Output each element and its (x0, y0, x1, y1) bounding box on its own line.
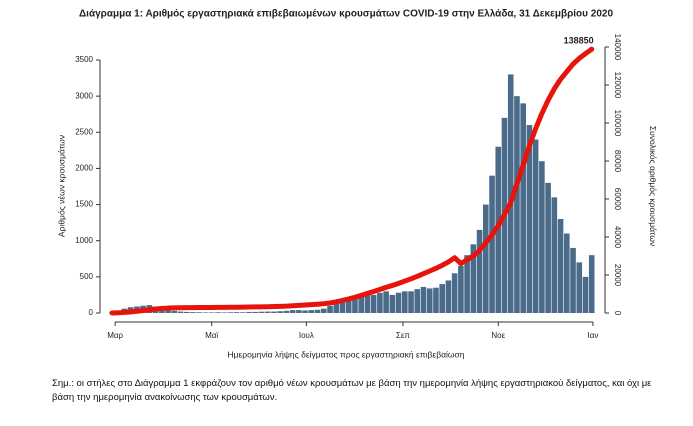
x-axis-label: Ημερομηνία λήψης δείγματος προς εργαστηρ… (227, 349, 464, 359)
bar (171, 310, 178, 313)
bar (532, 139, 539, 313)
bar (233, 312, 240, 313)
bar (283, 310, 290, 313)
bar (439, 284, 445, 313)
y-tick-label: 500 (80, 272, 94, 281)
y-tick-label: 3000 (75, 91, 93, 100)
bar (570, 247, 576, 313)
bar (196, 312, 203, 313)
bar (402, 291, 408, 313)
bar (339, 299, 346, 313)
y2-tick-label: 80000 (613, 150, 622, 173)
bar (289, 310, 296, 313)
bar (539, 161, 545, 313)
y2-axis-label: Συνολικός αριθμός κρουσμάτων (648, 126, 658, 246)
bar (302, 310, 308, 313)
bar (582, 276, 589, 313)
bar (526, 125, 533, 313)
bar (414, 289, 421, 313)
bar (345, 298, 352, 313)
bar (588, 255, 595, 313)
bar (321, 308, 327, 313)
x-tick-label: Μαρ (107, 331, 123, 340)
bar (221, 312, 227, 313)
bar (227, 312, 234, 313)
bar (364, 293, 371, 313)
bar (520, 103, 526, 313)
bar (308, 310, 315, 313)
bar (563, 233, 570, 313)
x-tick-label: Μαϊ (205, 331, 218, 340)
bar (277, 311, 284, 313)
y-tick-label: 0 (89, 308, 94, 317)
bar (252, 311, 259, 313)
bar (333, 302, 340, 313)
bar (464, 255, 470, 313)
y-tick-label: 1000 (75, 236, 93, 245)
bar (445, 280, 452, 313)
bar (264, 311, 271, 313)
bar (383, 291, 389, 313)
bar (433, 287, 439, 313)
y2-tick-label: 20000 (613, 264, 622, 287)
y2-tick-label: 140000 (613, 34, 622, 61)
y-tick-label: 2500 (75, 127, 93, 136)
bar (545, 182, 551, 313)
bar (177, 311, 184, 313)
bar (451, 273, 458, 313)
y-tick-label: 3500 (75, 55, 93, 64)
bar (470, 244, 477, 313)
bar (246, 311, 252, 313)
bar (426, 288, 433, 313)
x-tick-label: Σεπ (396, 331, 411, 340)
y2-tick-label: 0 (613, 311, 622, 316)
bar (352, 296, 358, 313)
bar (408, 291, 414, 313)
bar (476, 229, 483, 313)
cumulative-line (109, 46, 595, 316)
bar (482, 204, 489, 313)
y-tick-label: 2000 (75, 164, 93, 173)
x-tick-label: Ιαν (588, 331, 599, 340)
bar (458, 266, 464, 313)
bar (271, 311, 277, 313)
y2-tick-label: 40000 (613, 226, 622, 249)
bar (165, 309, 171, 313)
bar (389, 294, 396, 313)
bar (557, 219, 564, 313)
bar (377, 292, 383, 313)
bar (296, 310, 302, 313)
bar (358, 294, 365, 313)
x-tick-label: Ιουλ (299, 331, 314, 340)
bar (551, 197, 558, 313)
bar (576, 262, 583, 313)
bar (314, 309, 321, 313)
bar (327, 305, 333, 313)
y2-tick-label: 100000 (613, 110, 622, 137)
bar (215, 312, 221, 313)
y-tick-label: 1500 (75, 200, 93, 209)
x-tick-label: Νοε (491, 331, 505, 340)
bar (370, 294, 377, 313)
chart: Διάγραμμα 1: Αριθμός εργαστηριακά επιβεβ… (56, 9, 658, 360)
y-axis-label: Αριθμός νέων κρουσμάτων (56, 135, 66, 237)
bar (202, 312, 209, 313)
y2-tick-label: 120000 (613, 72, 622, 99)
chart-title: Διάγραμμα 1: Αριθμός εργαστηριακά επιβεβ… (79, 9, 613, 20)
bar (240, 312, 246, 313)
bar (420, 286, 427, 313)
bar (208, 312, 215, 313)
bar (514, 96, 520, 314)
bar (395, 292, 402, 313)
y2-tick-label: 60000 (613, 188, 622, 211)
bar (258, 311, 265, 313)
bar (190, 312, 196, 313)
bar (507, 74, 514, 313)
bar (489, 175, 495, 313)
note: Σημ.: οι στήλες στο Διάγραμμα 1 εκφράζου… (52, 378, 652, 403)
bar (183, 311, 190, 313)
end-label: 138850 (564, 36, 594, 46)
